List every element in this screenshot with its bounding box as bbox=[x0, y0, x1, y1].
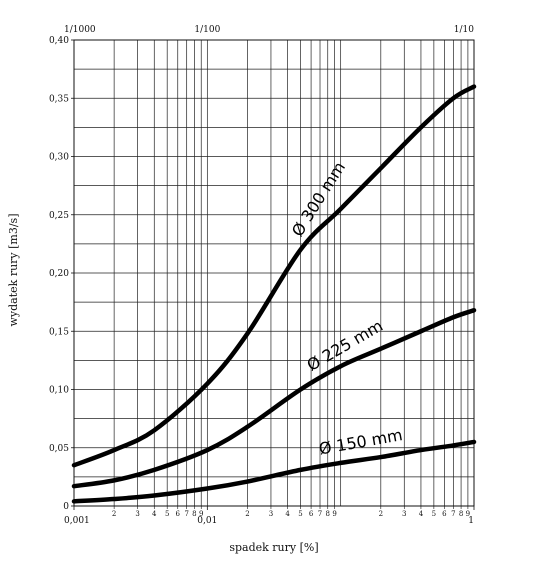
x-minor-tick-label: 8 bbox=[459, 510, 463, 518]
y-tick-label: 0,40 bbox=[49, 36, 69, 46]
x-minor-tick-label: 2 bbox=[245, 510, 249, 518]
x-tick-label: 1 bbox=[468, 516, 474, 526]
y-tick-label: 0,25 bbox=[49, 211, 69, 221]
top-axis-ticks: 1/1000 1/100 1/10 bbox=[64, 25, 474, 35]
top-tick-label: 1/10 bbox=[454, 25, 474, 35]
x-minor-tick-label: 3 bbox=[135, 510, 139, 518]
x-minor-tick-label: 5 bbox=[165, 510, 169, 518]
x-minor-tick-label: 5 bbox=[432, 510, 436, 518]
x-minor-tick-label: 8 bbox=[326, 510, 330, 518]
x-minor-tick-label: 4 bbox=[419, 510, 424, 518]
x-minor-tick-label: 6 bbox=[442, 510, 447, 518]
x-axis-label: spadek rury [%] bbox=[229, 541, 318, 554]
y-axis-label: wydatek rury [m3/s] bbox=[7, 214, 20, 327]
x-minor-tick-label: 3 bbox=[269, 510, 273, 518]
y-tick-label: 0,10 bbox=[49, 386, 69, 396]
x-minor-tick-label: 9 bbox=[199, 510, 203, 518]
x-axis-ticks: 0,001 0,01 12 3 4 5 6 7 8 9 2 3 4 5 6 7 8 9 2 3 4 5 6 7 8 9 bbox=[64, 506, 475, 526]
series-line bbox=[71, 84, 477, 468]
x-minor-tick-label: 2 bbox=[379, 510, 383, 518]
x-minor-tick-label: 7 bbox=[451, 510, 455, 518]
y-tick-label: 0,05 bbox=[49, 444, 69, 454]
x-minor-tick-label: 9 bbox=[466, 510, 470, 518]
x-tick-label: 0,01 bbox=[197, 516, 217, 526]
series-curves bbox=[71, 84, 477, 504]
x-minor-tick-label: 6 bbox=[309, 510, 314, 518]
top-tick-label: 1/100 bbox=[194, 25, 220, 35]
y-tick-label: 0,20 bbox=[49, 269, 69, 279]
series-line bbox=[71, 439, 477, 504]
x-minor-tick-label: 2 bbox=[112, 510, 116, 518]
x-minor-tick-label: 6 bbox=[176, 510, 181, 518]
x-minor-tick-label: 3 bbox=[402, 510, 406, 518]
y-tick-label: 0 bbox=[63, 502, 69, 512]
grid bbox=[74, 40, 474, 506]
series-line bbox=[71, 308, 477, 489]
y-tick-label: 0,30 bbox=[49, 153, 69, 163]
x-tick-label: 0,001 bbox=[64, 516, 90, 526]
x-minor-tick-label: 4 bbox=[285, 510, 290, 518]
y-tick-label: 0,35 bbox=[49, 94, 69, 104]
y-axis-ticks: 0 0,05 0,10 0,15 0,20 0,25 0,30 0,35 0,40 bbox=[49, 36, 74, 512]
y-tick-label: 0,15 bbox=[49, 327, 69, 337]
x-minor-tick-label: 7 bbox=[318, 510, 322, 518]
x-minor-tick-label: 4 bbox=[152, 510, 157, 518]
x-minor-tick-label: 7 bbox=[184, 510, 188, 518]
x-minor-tick-label: 5 bbox=[298, 510, 302, 518]
top-tick-label: 1/1000 bbox=[64, 25, 96, 35]
x-minor-tick-label: 9 bbox=[332, 510, 336, 518]
x-minor-tick-label: 8 bbox=[192, 510, 196, 518]
